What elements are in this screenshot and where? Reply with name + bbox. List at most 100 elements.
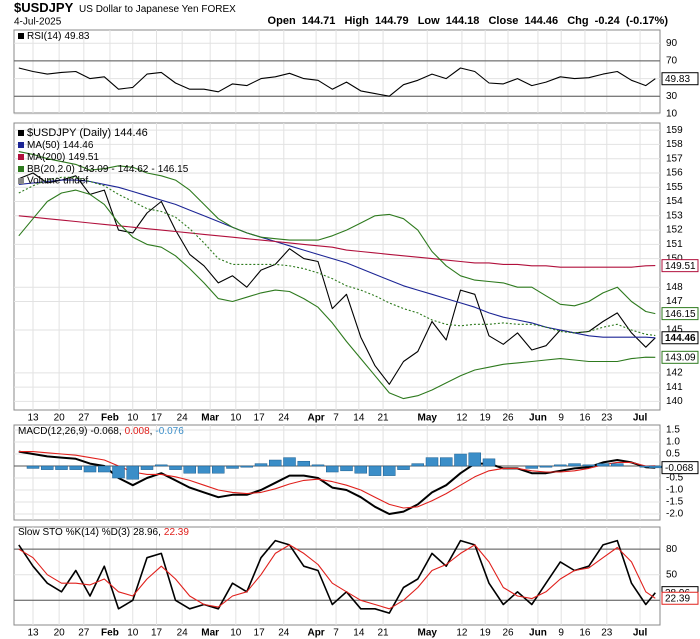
open: 144.71 — [302, 15, 336, 27]
x-tick-label: 24 — [177, 413, 189, 424]
histogram-bar — [254, 463, 268, 467]
y-tick-label: 157 — [666, 153, 683, 164]
legend-icon — [18, 33, 24, 39]
y-tick-label: 159 — [666, 125, 683, 136]
histogram-bar — [454, 453, 467, 467]
y-tick-label: 147 — [666, 296, 683, 307]
y-tick-label: 10 — [666, 109, 678, 120]
x-tick-label: 17 — [254, 628, 266, 639]
x-tick-label: Feb — [101, 628, 119, 639]
histogram-bar — [554, 464, 567, 467]
close: 144.46 — [525, 15, 559, 27]
d-last: 22.39 — [164, 527, 189, 538]
y-tick-label: 154 — [666, 196, 683, 207]
bb-lower-last: 143.09 — [78, 164, 109, 175]
ma200-name: MA(200) — [27, 152, 65, 163]
histogram-bar — [126, 465, 139, 480]
x-tick-label: 21 — [378, 413, 390, 424]
series-line — [18, 544, 656, 610]
high: 144.79 — [375, 15, 409, 27]
x-tick-label: Mar — [201, 628, 219, 639]
sto-title: Slow STO %K(14) %D(3) — [18, 527, 130, 538]
x-tick-label: 10 — [127, 413, 139, 424]
value-tag — [661, 72, 699, 86]
y-tick-label: -1.5 — [666, 497, 684, 508]
y-tick-label: -1.0 — [666, 485, 684, 496]
y-tick-label: 151 — [666, 239, 683, 250]
y-tick-label: 141 — [666, 382, 683, 393]
histogram-bar — [197, 465, 211, 474]
y-tick-label: 153 — [666, 210, 683, 221]
y-tick-label: 152 — [666, 225, 683, 236]
value-tag-label: 144.46 — [665, 333, 696, 344]
signal-last: 0.008 — [125, 426, 150, 437]
rsi-legend: RSI(14) 49.83 — [27, 31, 90, 42]
y-tick-label: 70 — [666, 56, 678, 67]
histogram-bar — [311, 464, 325, 467]
series-line — [18, 215, 656, 268]
separator: - — [151, 164, 154, 175]
macd-last: -0.068 — [90, 426, 119, 437]
y-tick-label: 30 — [666, 91, 678, 102]
legend-icon — [18, 130, 24, 136]
low: 144.18 — [446, 15, 480, 27]
x-tick-label: 23 — [601, 628, 613, 639]
y-tick-label: 1.0 — [666, 437, 680, 448]
panel-frame — [13, 526, 661, 626]
x-tick-label: 24 — [177, 628, 189, 639]
hist-last: -0.076 — [155, 426, 184, 437]
y-tick-label: 0.5 — [666, 449, 680, 460]
histogram-bar — [212, 465, 225, 474]
value-tag-label: 146.15 — [665, 309, 696, 320]
x-tick-label: May — [418, 413, 438, 424]
x-tick-label: 20 — [54, 413, 66, 424]
histogram-bar — [468, 452, 481, 467]
x-tick-label: 16 — [579, 628, 591, 639]
x-tick-label: 9 — [558, 413, 564, 424]
histogram-bar — [283, 457, 296, 467]
value-tag-label: 149.51 — [665, 261, 696, 272]
y-tick-label: -0.5 — [666, 473, 684, 484]
open-label: Open — [268, 15, 296, 27]
panel-frame — [13, 29, 661, 114]
histogram-bar — [354, 465, 367, 474]
x-tick-label: 7 — [333, 413, 339, 424]
value-tag — [661, 350, 699, 364]
x-tick-label: Mar — [201, 413, 219, 424]
x-tick-label: 27 — [78, 413, 90, 424]
legend-icon — [18, 166, 24, 172]
bb-mid-last: 144.62 — [118, 164, 149, 175]
x-tick-label: 16 — [579, 413, 591, 424]
histogram-bar — [440, 457, 453, 467]
histogram-bar — [140, 465, 154, 470]
price-name: $USDJPY (Daily) — [27, 127, 111, 139]
symbol: $USDJPY — [14, 0, 74, 15]
value-tag — [661, 307, 699, 321]
histogram-bar — [425, 457, 439, 467]
histogram-bar — [383, 465, 396, 476]
header-line: $USDJPY US Dollar to Japanese Yen FOREX — [14, 0, 236, 15]
x-tick-label: 13 — [27, 413, 39, 424]
histogram-bar — [525, 465, 538, 469]
price-last: 144.46 — [114, 127, 148, 139]
ma200-legend: MA(200) 149.51 — [27, 152, 99, 163]
y-tick-label: 50 — [666, 569, 678, 580]
sto-legend: Slow STO %K(14) %D(3) 28.96, 22.39 — [18, 527, 189, 538]
histogram-bar — [69, 465, 82, 470]
histogram-bar — [397, 465, 410, 470]
k-last: 28.96 — [133, 527, 158, 538]
y-tick-label: 148 — [666, 282, 683, 293]
value-tag — [661, 461, 699, 475]
price-legend: $USDJPY (Daily) 144.46 — [27, 127, 148, 139]
legend-icon — [18, 154, 24, 160]
histogram-bar — [155, 464, 168, 467]
x-tick-label: Jun — [529, 628, 547, 639]
ohlc: Open 144.71 High 144.79 Low 144.18 Close… — [268, 15, 669, 27]
ma200-last: 149.51 — [68, 152, 99, 163]
low-label: Low — [418, 15, 440, 27]
histogram-bar — [649, 465, 662, 469]
y-tick-label: 140 — [666, 396, 683, 407]
x-tick-label: 14 — [353, 628, 365, 639]
separator: - — [111, 164, 114, 175]
x-tick-label: 10 — [127, 628, 139, 639]
